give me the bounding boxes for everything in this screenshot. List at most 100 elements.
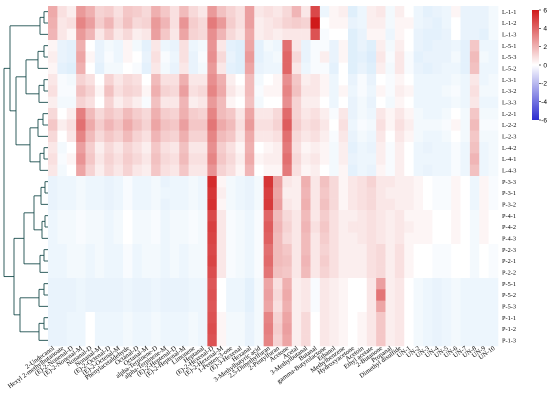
row-label: P-5-1	[502, 281, 516, 288]
heatmap-cell	[404, 74, 414, 86]
heatmap-cell	[357, 40, 368, 52]
heatmap-cell	[141, 176, 152, 188]
heatmap-cell	[244, 108, 255, 120]
heatmap-cell	[123, 244, 133, 256]
heatmap-cell	[66, 255, 77, 267]
heatmap-cell	[348, 40, 358, 52]
heatmap-cell	[291, 278, 302, 290]
heatmap-cell	[404, 300, 414, 313]
heatmap-cell	[188, 255, 199, 267]
heatmap-cell	[160, 289, 171, 301]
heatmap-cell	[282, 28, 293, 41]
heatmap-cell	[94, 119, 105, 131]
heatmap-cell	[338, 278, 349, 290]
heatmap-cell	[404, 96, 414, 109]
heatmap-cell	[132, 289, 143, 301]
heatmap-cell	[141, 198, 152, 211]
heatmap-cell	[366, 266, 377, 279]
heatmap-cell	[469, 142, 480, 154]
heatmap-cell	[319, 51, 330, 63]
heatmap-cell	[244, 221, 255, 233]
heatmap-cell	[66, 51, 77, 63]
heatmap-cell	[141, 232, 152, 245]
heatmap-cell	[310, 221, 321, 233]
heatmap-cell	[235, 300, 246, 313]
heatmap-cell	[198, 278, 208, 290]
heatmap-cell	[169, 17, 180, 29]
heatmap-cell	[488, 244, 499, 256]
heatmap-cell	[207, 255, 218, 267]
heatmap-cell	[488, 312, 499, 324]
heatmap-cell	[104, 164, 114, 177]
heatmap-cell	[282, 334, 293, 347]
heatmap-cell	[441, 62, 452, 75]
heatmap-cell	[151, 119, 161, 131]
heatmap-cell	[282, 255, 293, 267]
heatmap-cell	[188, 62, 199, 75]
row-label: P-2-3	[502, 247, 516, 254]
heatmap-cell	[469, 300, 480, 313]
heatmap-cell	[169, 85, 180, 97]
heatmap-cell	[113, 232, 124, 245]
heatmap-cell	[263, 62, 274, 75]
heatmap-cell	[179, 334, 189, 347]
heatmap-cell	[76, 153, 86, 165]
heatmap-cell	[226, 164, 236, 177]
heatmap-cell	[188, 232, 199, 245]
heatmap-cell	[188, 289, 199, 301]
heatmap-cell	[263, 164, 274, 177]
heatmap-cell	[198, 334, 208, 347]
heatmap-cell	[282, 142, 293, 154]
heatmap-cell	[76, 130, 86, 143]
heatmap-cell	[282, 17, 293, 29]
heatmap-cell	[451, 153, 461, 165]
heatmap-cell	[460, 108, 471, 120]
heatmap-cell	[226, 142, 236, 154]
heatmap-cell	[151, 96, 161, 109]
heatmap-cell	[404, 62, 414, 75]
heatmap-cell	[423, 96, 433, 109]
heatmap-cell	[85, 6, 96, 18]
color-scale-ticks: 6 4 2 0 -2 -4 -6	[539, 7, 547, 124]
heatmap-cell	[169, 323, 180, 335]
heatmap-cell	[301, 142, 311, 154]
heatmap-cell	[329, 278, 339, 290]
heatmap-cell	[310, 74, 321, 86]
heatmap-cell	[123, 334, 133, 347]
heatmap-cell	[432, 28, 443, 41]
heatmap-cell	[226, 6, 236, 18]
heatmap-cell	[432, 221, 443, 233]
heatmap-cell	[357, 130, 368, 143]
heatmap-cell	[76, 96, 86, 109]
heatmap-cell	[198, 289, 208, 301]
heatmap-cell	[432, 244, 443, 256]
heatmap-cell	[329, 244, 339, 256]
heatmap-cell	[207, 164, 218, 177]
heatmap-cell	[273, 142, 283, 154]
heatmap-cell	[226, 62, 236, 75]
heatmap-cell	[423, 142, 433, 154]
heatmap-cell	[141, 255, 152, 267]
heatmap-cell	[216, 6, 227, 18]
heatmap-cell	[216, 300, 227, 313]
heatmap-cell	[94, 176, 105, 188]
heatmap-cell	[94, 198, 105, 211]
heatmap-cell	[66, 210, 77, 222]
heatmap-cell	[432, 108, 443, 120]
heatmap-cell	[132, 153, 143, 165]
heatmap-cell	[348, 119, 358, 131]
heatmap-cell	[226, 221, 236, 233]
heatmap-cell	[85, 142, 96, 154]
heatmap-cell	[48, 278, 58, 290]
heatmap-cell	[254, 323, 264, 335]
heatmap-cell	[423, 74, 433, 86]
heatmap-cell	[329, 221, 339, 233]
heatmap-cell	[113, 62, 124, 75]
heatmap-cell	[57, 142, 68, 154]
heatmap-cell	[376, 108, 386, 120]
heatmap-cell	[469, 74, 480, 86]
heatmap-cell	[151, 85, 161, 97]
heatmap-cell	[123, 176, 133, 188]
heatmap-cell	[123, 96, 133, 109]
heatmap-cell	[94, 221, 105, 233]
